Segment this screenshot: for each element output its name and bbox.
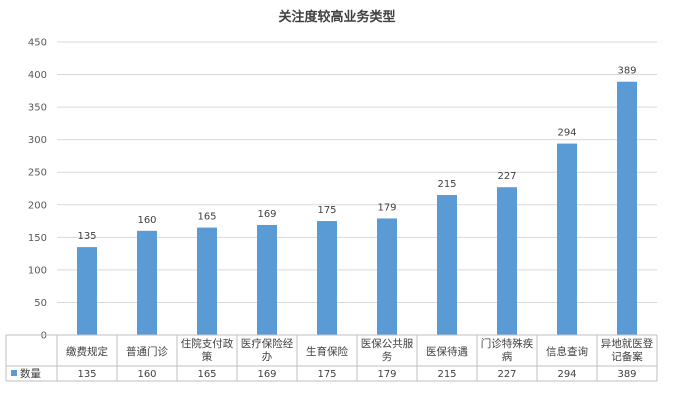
- y-tick-label: 450: [28, 38, 47, 49]
- bar: [437, 195, 457, 335]
- category-label: 异地就医登记备案: [601, 337, 654, 363]
- table-value: 169: [257, 369, 276, 380]
- table-value: 227: [497, 369, 516, 380]
- y-tick-label: 0: [41, 331, 47, 342]
- bar: [77, 247, 97, 335]
- bar: [257, 224, 277, 335]
- y-tick-label: 250: [28, 168, 47, 179]
- category-label: 缴费规定: [66, 345, 108, 358]
- data-label: 169: [257, 209, 276, 220]
- chart-title: 关注度较高业务类型: [278, 9, 395, 25]
- data-label: 389: [617, 66, 636, 77]
- table-value: 179: [377, 369, 396, 380]
- bar: [497, 187, 517, 335]
- category-label: 医保待遇: [426, 345, 468, 358]
- data-label: 165: [197, 212, 216, 223]
- data-label: 227: [497, 171, 516, 182]
- legend-label: 数量: [20, 367, 41, 380]
- data-label: 179: [377, 202, 396, 213]
- data-label: 175: [317, 205, 336, 216]
- y-axis-ticks: 0 50 100 150 200 250 300 350 400 450: [28, 38, 47, 342]
- table-value: 175: [317, 369, 336, 380]
- y-tick-label: 100: [28, 265, 47, 276]
- data-label: 215: [437, 179, 456, 190]
- y-tick-label: 400: [28, 70, 47, 81]
- y-tick-label: 200: [28, 200, 47, 211]
- bars: [77, 81, 637, 336]
- data-label: 294: [557, 128, 576, 139]
- category-label: 信息查询: [546, 345, 588, 358]
- category-label: 普通门诊: [126, 345, 168, 358]
- table-value: 165: [197, 369, 216, 380]
- bar: [617, 81, 637, 336]
- data-labels: 135 160 165 169 175 179 215 227 294 389: [77, 66, 636, 242]
- table-value: 389: [617, 369, 636, 380]
- legend-swatch: [11, 370, 17, 376]
- bar: [137, 230, 157, 335]
- bar: [317, 221, 337, 335]
- bar: [557, 143, 577, 335]
- y-tick-label: 50: [34, 298, 47, 309]
- category-label: 医疗保险经办: [241, 337, 294, 363]
- data-label: 135: [77, 231, 96, 242]
- y-tick-label: 150: [28, 233, 47, 244]
- table-value: 294: [557, 369, 576, 380]
- bar: [377, 218, 397, 335]
- bar: [197, 227, 217, 335]
- y-tick-label: 350: [28, 103, 47, 114]
- data-label: 160: [137, 215, 156, 226]
- table-value: 135: [77, 369, 96, 380]
- y-tick-label: 300: [28, 135, 47, 146]
- table-value: 160: [137, 369, 156, 380]
- category-label: 门诊特殊疾病: [481, 337, 534, 363]
- category-label: 医保公共服务: [361, 337, 414, 363]
- table-value: 215: [437, 369, 456, 380]
- category-label: 住院支付政策: [181, 337, 234, 363]
- category-label: 生育保险: [306, 345, 348, 358]
